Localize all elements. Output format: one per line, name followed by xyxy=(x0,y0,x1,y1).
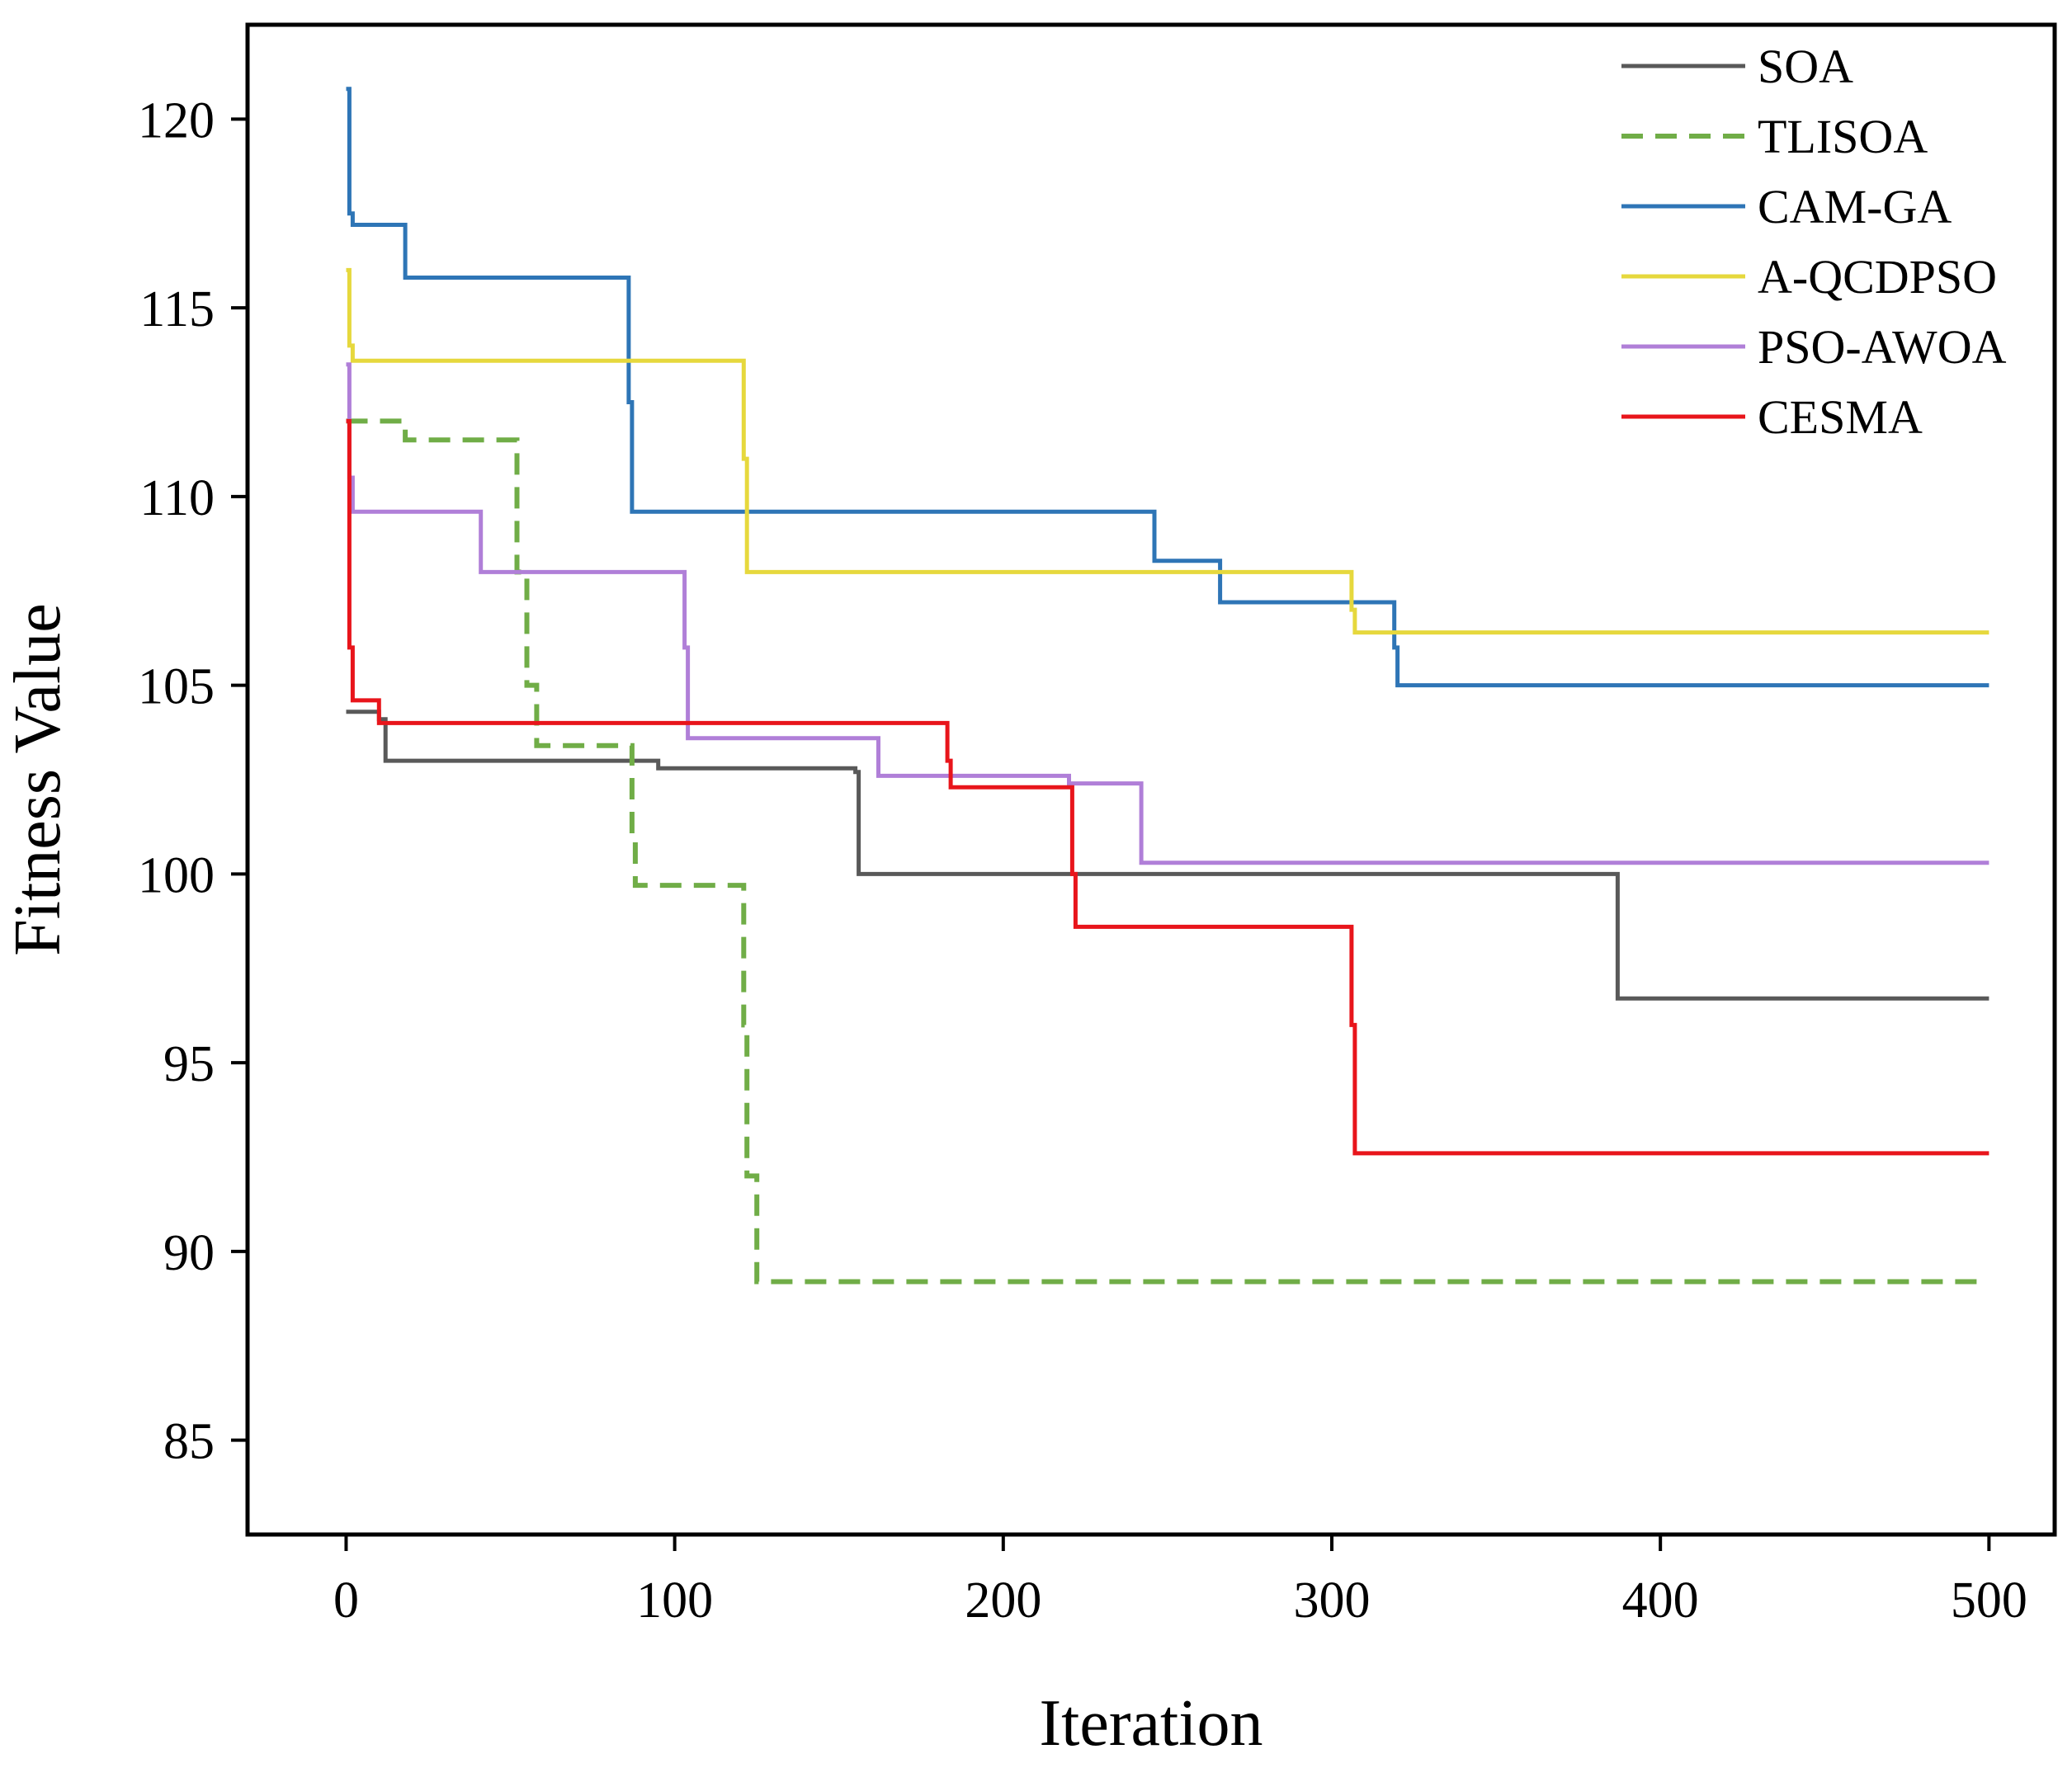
series-layer xyxy=(346,87,1989,1285)
plot-frame xyxy=(245,22,2057,1537)
y-axis-label: Fitness Value xyxy=(2,603,74,955)
x-tick-label: 100 xyxy=(636,1572,713,1629)
series-line-tlisoa xyxy=(346,418,1989,1285)
series-line-cesma xyxy=(346,418,1989,1156)
legend-label-tlisoa: TLISOA xyxy=(1758,110,1928,163)
y-tick-label: 95 xyxy=(163,1036,215,1092)
legend-label-cam-ga: CAM-GA xyxy=(1758,180,1952,233)
x-tick-label: 400 xyxy=(1622,1572,1699,1629)
series-line-a-qcdpso xyxy=(346,267,1989,635)
legend-label-soa: SOA xyxy=(1758,40,1853,93)
y-tick-label: 120 xyxy=(138,92,215,149)
y-tick-label: 90 xyxy=(163,1225,215,1281)
legend-label-a-qcdpso: A-QCDPSO xyxy=(1758,250,1997,304)
legend-label-pso-awoa: PSO-AWOA xyxy=(1758,320,2007,374)
y-tick-label: 85 xyxy=(163,1414,215,1470)
x-tick-label: 300 xyxy=(1294,1572,1371,1629)
y-tick-label: 115 xyxy=(139,281,215,337)
axis-ticks: 0 100 200 300 400 500 85 90 95 100 105 110 115 120 xyxy=(138,92,2027,1629)
y-tick-label: 100 xyxy=(138,847,215,903)
x-tick-label: 0 xyxy=(333,1572,359,1629)
series-line-cam-ga xyxy=(346,87,1989,688)
series-line-pso-awoa xyxy=(346,362,1989,865)
series-line-soa xyxy=(346,710,1989,1001)
legend-label-cesma: CESMA xyxy=(1758,390,1923,444)
y-tick-label: 105 xyxy=(138,659,215,715)
x-tick-label: 500 xyxy=(1951,1572,2027,1629)
legend: SOA TLISOA CAM-GA A-QCDPSO PSO-AWOA CESMA xyxy=(1621,40,2007,444)
x-axis-label: Iteration xyxy=(1040,1687,1263,1760)
y-tick-label: 110 xyxy=(139,470,215,526)
x-tick-label: 200 xyxy=(965,1572,1041,1629)
